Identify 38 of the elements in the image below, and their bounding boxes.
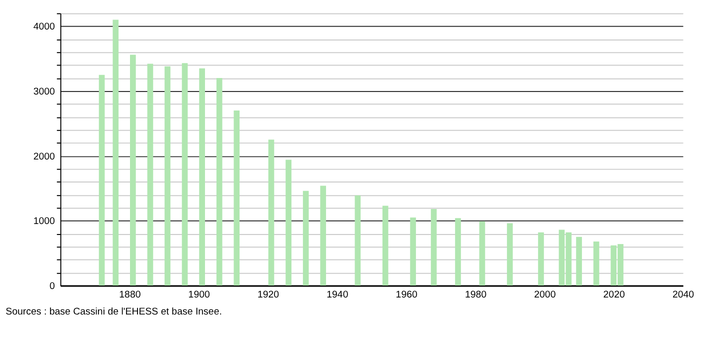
x-tick-label: 1960 [396,290,418,301]
x-tick-label: 1880 [119,290,142,301]
bar [430,209,437,286]
bar [302,190,309,286]
y-tick-label: 4000 [33,22,56,33]
bar [479,221,486,286]
bar [268,140,274,286]
y-tick-label: 1000 [33,216,56,228]
x-tick-label: 1920 [257,290,280,301]
bar [410,217,416,286]
x-tick-label: 1940 [326,290,349,301]
bar [164,66,170,286]
x-tick-label: 2020 [603,290,626,301]
y-tick-label: 2000 [33,151,56,162]
bar [538,232,544,286]
bar [320,186,326,286]
bar [98,74,105,286]
bar [216,78,222,286]
bar [354,195,361,286]
bar [147,64,154,286]
bar [593,241,600,286]
bar [576,236,582,286]
bar [506,223,513,286]
x-tick-label: 1900 [188,290,211,301]
source-note: Sources : base Cassini de l'EHESS et base Insee. [6,306,222,318]
bar [455,218,461,286]
bar [382,206,388,286]
bar [112,20,119,286]
x-tick-label: 2000 [534,290,556,301]
bar [234,110,240,286]
x-tick-label: 2040 [672,290,695,301]
bar [286,160,292,286]
x-tick-label: 1980 [464,290,488,301]
bar [182,63,188,286]
bar [130,54,136,286]
y-tick-label: 0 [50,280,56,292]
bar [199,68,206,286]
y-tick-label: 3000 [33,86,56,98]
